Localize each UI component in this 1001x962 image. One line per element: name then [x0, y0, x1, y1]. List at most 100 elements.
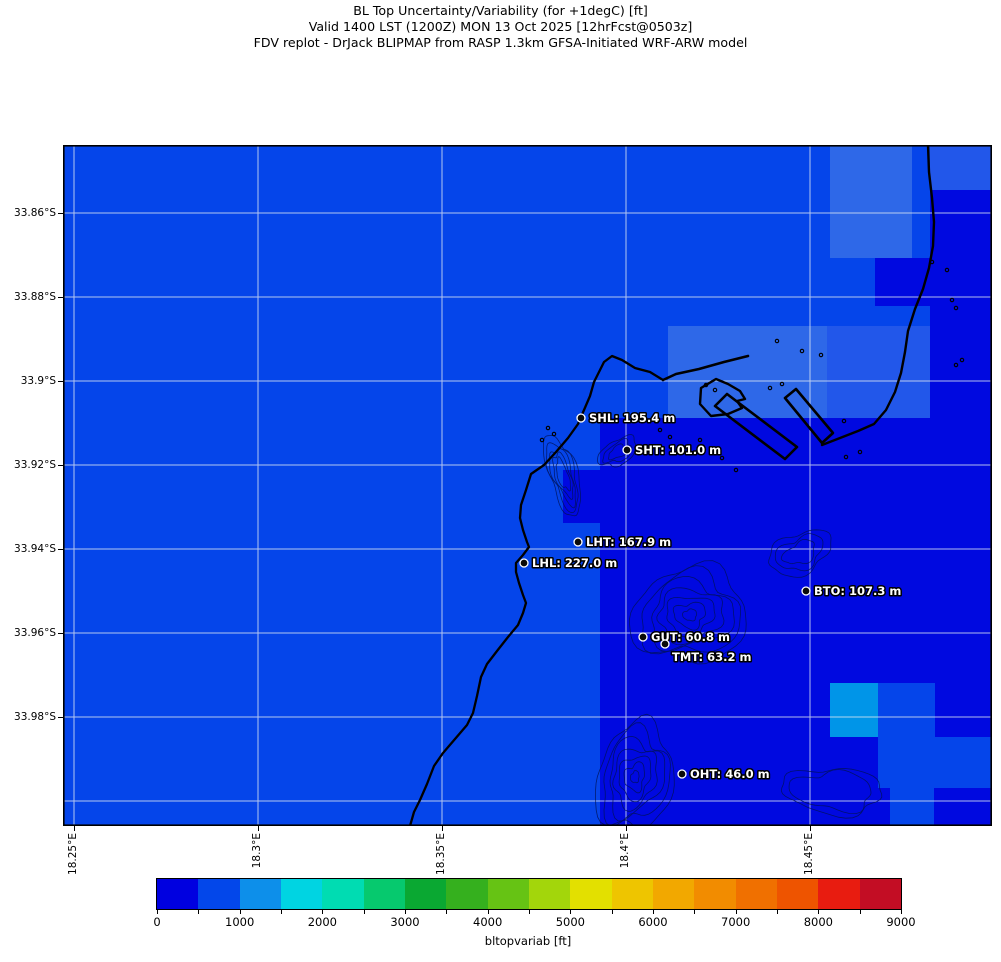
map-specks [539, 259, 965, 473]
colorbar-segment [528, 879, 571, 909]
speck [779, 381, 785, 387]
speck [709, 449, 715, 455]
contour-ring [672, 601, 706, 631]
map-plot-area: SHL: 195.4 m SHT: 101.0 m LHT: 167.9 m LHL:… [63, 143, 993, 830]
colorbar-tickmark [157, 910, 158, 914]
y-axis-tick-label: 33.96°S [14, 627, 56, 639]
y-tickmark [58, 549, 63, 550]
contour-ring [780, 768, 883, 819]
field-patch [878, 683, 935, 737]
colorbar-tickmark [653, 910, 654, 914]
field-patch [600, 788, 890, 826]
contour-ring [629, 560, 747, 665]
x-tickmark [258, 826, 259, 831]
speck [703, 382, 709, 388]
field-patch [878, 737, 992, 788]
station-label: OHT: 46.0 m [690, 767, 770, 781]
colorbar-tickmark [363, 910, 365, 914]
colorbar-segment [776, 879, 819, 909]
field-patch [930, 190, 992, 418]
speck [551, 431, 557, 437]
x-tickmark [442, 826, 443, 831]
speck [719, 455, 725, 461]
coastline-harbour [783, 387, 835, 445]
colorbar-tickmark [322, 910, 324, 914]
colorbar-segment [694, 879, 736, 909]
contour-ring [666, 596, 716, 638]
speck [657, 427, 663, 433]
contour-ring [682, 608, 697, 622]
speck [949, 297, 955, 303]
station-label: TMT: 63.2 m [672, 650, 751, 664]
contour-ring [555, 456, 571, 492]
y-tickmark [58, 465, 63, 466]
colorbar-tickmark [239, 910, 241, 914]
x-axis-tick-label: 18.25°E [67, 833, 79, 875]
station-marker [638, 632, 648, 642]
field-patch [830, 145, 912, 258]
colorbar-segment [487, 879, 529, 909]
colorbar-segment [280, 879, 323, 909]
contour-ring [651, 576, 735, 652]
grid-lines [63, 145, 992, 826]
colorbar-tickmark [859, 910, 861, 914]
colorbar-tickmark [405, 910, 406, 914]
coastline-harbour [820, 143, 936, 447]
speck [953, 305, 959, 311]
coastline-harbour [713, 392, 799, 461]
station-marker [576, 413, 586, 423]
y-tickmark [58, 297, 63, 298]
coastline [408, 143, 936, 828]
x-tickmark [626, 826, 627, 831]
figure-title: BL Top Uncertainty/Variability (for +1de… [0, 3, 1001, 51]
x-tickmark [74, 826, 75, 831]
field-patch [930, 145, 992, 190]
colorbar-tick-label: 6000 [638, 915, 668, 929]
colorbar-tickmark [611, 910, 613, 914]
speck [841, 418, 847, 424]
station-label: LHT: 167.9 m [586, 535, 671, 549]
station-label: SHT: 101.0 m [635, 443, 721, 457]
stations: SHL: 195.4 m SHT: 101.0 m LHT: 167.9 m LHL:… [519, 410, 903, 783]
colorbar-tickmark [281, 910, 282, 914]
colorbar-tick-label: 7000 [721, 915, 751, 929]
speck [843, 454, 849, 460]
colorbar-tickmark [570, 910, 572, 914]
contour-ring [656, 587, 725, 646]
colorbar-tickmark [777, 910, 778, 914]
colorbar-tick-label: 8000 [803, 915, 833, 929]
speck [959, 357, 965, 363]
contour-ring [609, 735, 666, 822]
y-axis-tick-label: 33.94°S [14, 543, 56, 555]
colorbar-tickmark [446, 910, 448, 914]
colorbar-segment [611, 879, 653, 909]
x-axis-tick-label: 18.45°E [803, 833, 815, 875]
title-line-2: Valid 1400 LST (1200Z) MON 13 Oct 2025 [… [308, 19, 693, 34]
contour-ring [623, 761, 645, 794]
colorbar-tickmark [487, 910, 489, 914]
colorbar-segment [735, 879, 777, 909]
station-label: LHL: 227.0 m [532, 556, 617, 570]
y-axis-tick-label: 33.92°S [14, 459, 56, 471]
speck [712, 387, 718, 393]
field-patch [668, 326, 827, 418]
y-tickmark [58, 717, 63, 718]
colorbar-tick-label: 2000 [307, 915, 337, 929]
x-axis-tick-label: 18.4°E [619, 833, 631, 869]
y-axis-tick-label: 33.98°S [14, 711, 56, 723]
speck [697, 437, 703, 443]
y-axis-tick-label: 33.86°S [14, 207, 56, 219]
colorbar-segment [404, 879, 447, 909]
station-marker [519, 558, 529, 568]
contour-ring [768, 529, 832, 578]
colorbar-tick-label: 9000 [886, 915, 916, 929]
colorbar-tickmark [818, 910, 820, 914]
colorbar-tickmark [901, 910, 902, 914]
speck [944, 267, 950, 273]
field-patch [563, 470, 600, 523]
contour-ring [788, 769, 872, 815]
speck [799, 348, 805, 354]
speck [929, 259, 935, 265]
x-tickmark [810, 826, 811, 831]
